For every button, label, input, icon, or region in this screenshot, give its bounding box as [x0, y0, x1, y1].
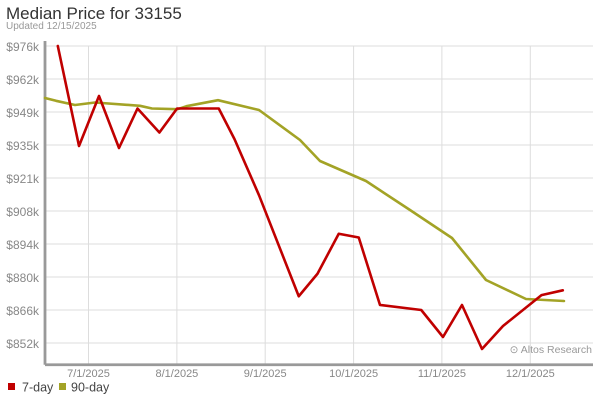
svg-text:$908k: $908k	[6, 205, 40, 219]
svg-text:90-day: 90-day	[71, 381, 110, 395]
svg-text:$976k: $976k	[6, 40, 40, 54]
svg-text:$894k: $894k	[6, 238, 40, 252]
svg-text:$852k: $852k	[6, 337, 40, 351]
svg-text:$935k: $935k	[6, 139, 40, 153]
svg-text:$962k: $962k	[6, 73, 40, 87]
svg-text:7-day: 7-day	[22, 381, 54, 395]
svg-text:12/1/2025: 12/1/2025	[506, 368, 555, 380]
svg-text:10/1/2025: 10/1/2025	[329, 368, 378, 380]
svg-text:$866k: $866k	[6, 304, 40, 318]
svg-text:7/1/2025: 7/1/2025	[67, 368, 110, 380]
svg-text:9/1/2025: 9/1/2025	[244, 368, 287, 380]
svg-text:⊙ Altos Research: ⊙ Altos Research	[510, 344, 592, 356]
svg-text:$949k: $949k	[6, 106, 40, 120]
svg-text:8/1/2025: 8/1/2025	[155, 368, 198, 380]
svg-text:11/1/2025: 11/1/2025	[418, 368, 466, 380]
svg-text:$880k: $880k	[6, 271, 40, 285]
svg-text:$921k: $921k	[6, 172, 40, 186]
